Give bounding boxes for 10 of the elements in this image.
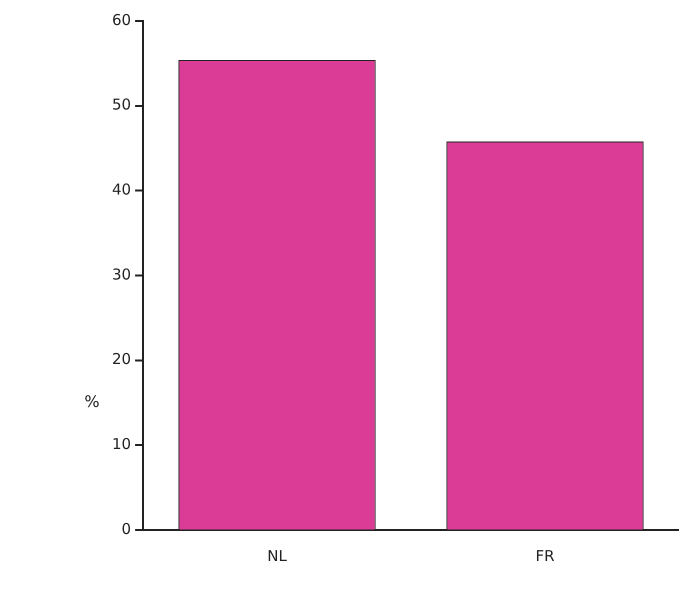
- y-tick-label: 50: [112, 96, 132, 114]
- y-tick-label: 30: [112, 265, 132, 284]
- x-tick-label: NL: [267, 546, 288, 565]
- y-axis-title: %: [84, 392, 100, 411]
- y-tick-label: 20: [112, 350, 132, 368]
- x-tick-label: FR: [535, 546, 555, 565]
- y-tick-label: 40: [112, 180, 132, 199]
- y-tick-label: 60: [112, 10, 132, 29]
- y-tick-label: 10: [112, 435, 132, 454]
- y-tick-label: 0: [122, 520, 132, 538]
